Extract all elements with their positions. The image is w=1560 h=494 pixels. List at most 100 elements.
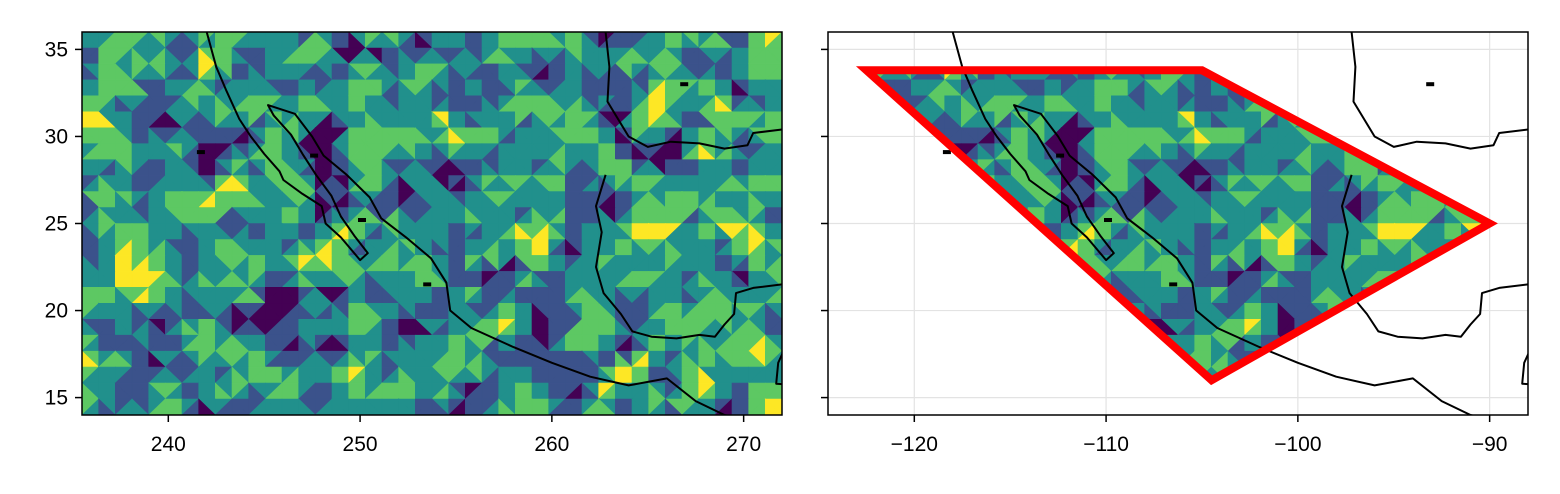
contour-cell (1428, 48, 1445, 64)
contour-cell (1460, 79, 1479, 97)
contour-cell (1511, 319, 1528, 335)
contour-cell (1245, 399, 1262, 415)
contour-cell (1445, 383, 1462, 399)
contour-cell (894, 239, 913, 257)
contour-cell (1511, 144, 1528, 160)
contour-cell (828, 80, 845, 96)
contour-cell (1511, 335, 1528, 351)
right-map-panel: −120 −110 −100 −90 (821, 31, 1529, 456)
contour-cell (1311, 32, 1328, 48)
contour-cell (828, 351, 845, 367)
contour-cell (828, 192, 845, 208)
contour-cell (878, 383, 895, 399)
contour-cell (943, 271, 962, 289)
contour-cell (1128, 48, 1145, 64)
contour-cell (861, 399, 878, 415)
contour-cell (1495, 224, 1512, 240)
contour-cell (1095, 399, 1112, 415)
contour-cell (866, 174, 879, 192)
contour-cell (1044, 255, 1063, 273)
contour-cell (845, 399, 862, 415)
contour-cell (1095, 48, 1112, 64)
contour-cell (845, 144, 862, 160)
contour-cell (977, 239, 996, 257)
contour-cell (1377, 127, 1395, 144)
contour-cell (961, 48, 978, 64)
contour-cell (1394, 302, 1413, 321)
island (1169, 282, 1178, 287)
contour-cell (993, 302, 1012, 320)
contour-cell (1010, 302, 1029, 321)
contour-cell (861, 48, 878, 64)
contour-cell (1310, 70, 1329, 81)
contour-cell (1228, 383, 1245, 399)
island (797, 148, 805, 152)
contour-cell (1328, 48, 1345, 64)
contour-cell (927, 159, 946, 176)
contour-cell (1395, 399, 1412, 415)
contour-cell (1327, 111, 1346, 129)
contour-cell (995, 399, 1012, 415)
contour-cell (1427, 142, 1445, 160)
contour-cell (1311, 48, 1328, 64)
contour-cell (1027, 302, 1045, 320)
contour-cell (1228, 383, 1245, 399)
contour-cell (1261, 32, 1278, 48)
contour-cell (828, 367, 845, 383)
contour-cell (1511, 367, 1528, 383)
contour-cell (1027, 254, 1046, 272)
contour-cell (845, 271, 862, 287)
contour-cell (1044, 350, 1063, 368)
contour-cell (1445, 48, 1462, 64)
contour-cell (1311, 399, 1328, 415)
contour-cell (977, 366, 996, 381)
contour-cell (398, 398, 416, 415)
contour-cell (866, 111, 879, 129)
contour-cell (1195, 383, 1212, 399)
contour-cell (1278, 383, 1295, 399)
contour-cell (1093, 350, 1112, 368)
contour-cell (1228, 48, 1245, 64)
contour-cell (1110, 366, 1129, 381)
contour-cell (498, 398, 516, 415)
contour-cell (1161, 350, 1179, 368)
contour-cell (1027, 286, 1045, 305)
contour-cell (927, 302, 946, 321)
contour-cell (995, 32, 1012, 48)
contour-cell (1161, 32, 1178, 48)
contour-cell (1445, 32, 1462, 48)
contour-cell (1410, 111, 1429, 129)
selection-polygon (855, 66, 1498, 386)
contour-cell (1477, 127, 1490, 145)
contour-cell (961, 48, 978, 64)
contour-cell (1394, 79, 1413, 97)
contour-cell (1410, 366, 1429, 381)
contour-cell (1077, 350, 1096, 368)
contour-cell (1327, 350, 1346, 368)
contour-cell (1211, 48, 1228, 64)
contour-cell (894, 302, 913, 321)
contour-cell (1261, 399, 1278, 415)
contour-cell (1228, 32, 1245, 48)
contour-cell (1043, 271, 1062, 289)
contour-cell (960, 174, 979, 192)
contour-cell (1345, 399, 1362, 415)
contour-cell (1277, 366, 1296, 381)
contour-cell (1511, 335, 1528, 351)
contour-cell (1427, 318, 1446, 336)
contour-cell (1461, 383, 1478, 399)
contour-cell (877, 366, 896, 381)
contour-cell (1095, 383, 1112, 399)
contour-cell (1461, 366, 1479, 381)
contour-cell (1495, 399, 1512, 415)
contour-cell (1511, 64, 1528, 80)
contour-cell (1444, 159, 1463, 177)
contour-cell (1311, 70, 1329, 81)
contour-cell (894, 254, 913, 272)
contour-cell (1411, 270, 1429, 288)
contour-cell (960, 366, 979, 381)
contour-cell (1461, 159, 1479, 176)
contour-cell (845, 303, 862, 319)
contour-cell (895, 383, 912, 399)
contour-cell (1127, 366, 1146, 381)
